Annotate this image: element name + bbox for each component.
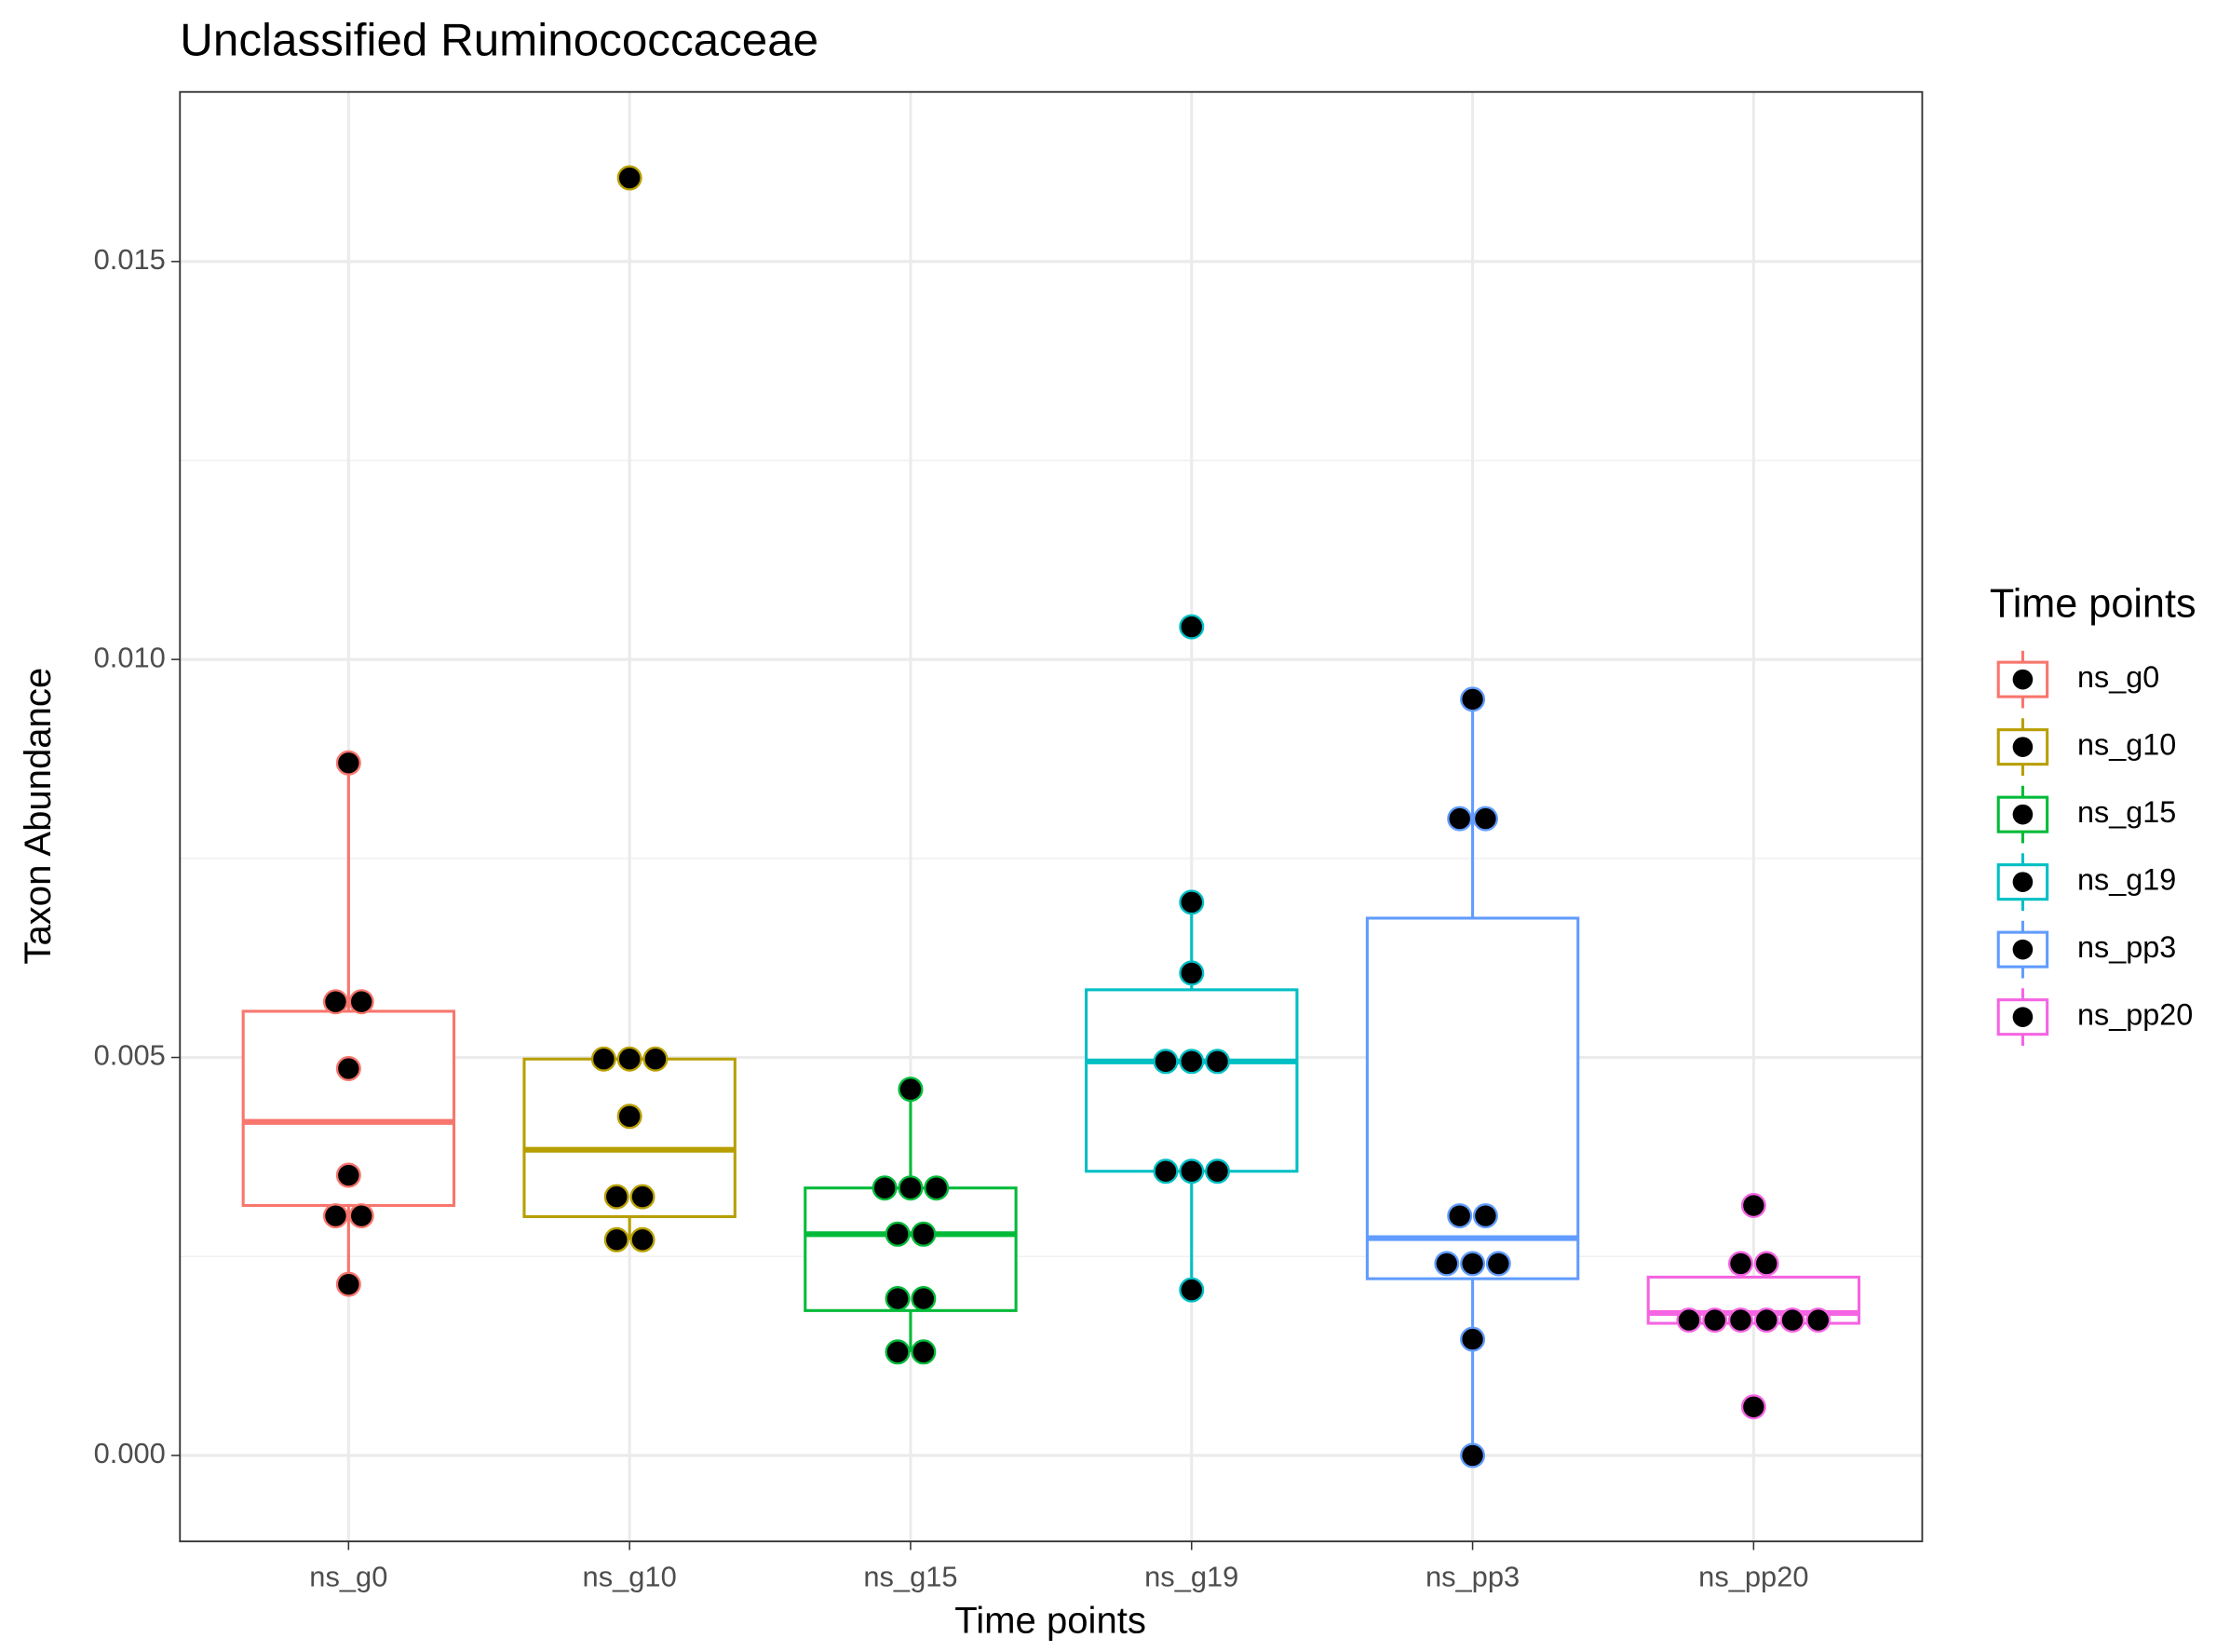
point xyxy=(1485,1251,1511,1277)
point xyxy=(1753,1251,1779,1277)
point xyxy=(898,1077,924,1103)
point xyxy=(335,1162,361,1188)
legend-title: Time points xyxy=(1990,581,2196,626)
point xyxy=(1676,1307,1702,1334)
point xyxy=(642,1046,669,1072)
point xyxy=(1472,806,1498,832)
legend-key-point xyxy=(2012,737,2034,757)
point xyxy=(322,1203,348,1229)
point xyxy=(1434,1251,1460,1277)
point xyxy=(1179,1158,1205,1185)
point xyxy=(629,1226,655,1253)
point xyxy=(1460,686,1486,712)
point xyxy=(629,1184,655,1210)
legend-label: ns_g0 xyxy=(2077,660,2159,694)
legend-label: ns_pp3 xyxy=(2077,930,2176,964)
legend-key-point xyxy=(2012,872,2034,892)
point xyxy=(1460,1326,1486,1352)
point xyxy=(616,1046,642,1072)
point xyxy=(1779,1307,1805,1334)
legend-key-box xyxy=(1996,998,2049,1036)
point xyxy=(872,1175,898,1201)
legend-label: ns_g10 xyxy=(2077,728,2176,762)
y-tick-label: 0.000 xyxy=(94,1437,166,1469)
y-axis-label: Taxon Abundance xyxy=(18,668,59,965)
box xyxy=(804,1186,1018,1312)
point xyxy=(1153,1049,1179,1075)
point xyxy=(1805,1307,1831,1334)
point xyxy=(1179,614,1205,640)
y-tick-label: 0.010 xyxy=(94,641,166,673)
y-tick-label: 0.015 xyxy=(94,243,166,276)
x-tick-label: ns_g0 xyxy=(309,1560,387,1592)
point xyxy=(590,1046,616,1072)
point xyxy=(616,1104,642,1130)
point xyxy=(924,1175,950,1201)
point xyxy=(911,1286,937,1312)
point xyxy=(1472,1203,1498,1229)
legend-label: ns_g15 xyxy=(2077,795,2176,829)
x-tick-label: ns_g10 xyxy=(583,1560,677,1592)
point xyxy=(1179,1049,1205,1075)
legend-key-point xyxy=(2012,939,2034,960)
point xyxy=(885,1339,911,1365)
point xyxy=(1460,1442,1486,1469)
point xyxy=(1727,1251,1753,1277)
point xyxy=(1702,1307,1728,1334)
point xyxy=(1740,1394,1766,1420)
point xyxy=(348,1203,374,1229)
x-tick-label: ns_pp3 xyxy=(1426,1560,1520,1592)
x-axis-label: Time points xyxy=(954,1601,1146,1642)
point xyxy=(1205,1049,1231,1075)
x-tick-label: ns_g19 xyxy=(1144,1560,1238,1592)
point xyxy=(1753,1307,1779,1334)
legend-key-point xyxy=(2012,669,2034,690)
point xyxy=(1447,1203,1473,1229)
legend-key-point xyxy=(2012,1007,2034,1027)
x-tick-label: ns_pp20 xyxy=(1698,1560,1808,1592)
point xyxy=(335,1056,361,1081)
point xyxy=(1179,889,1205,915)
box xyxy=(522,1057,737,1219)
point xyxy=(1740,1193,1766,1219)
point xyxy=(911,1221,937,1247)
x-tick-label: ns_g15 xyxy=(863,1560,957,1592)
point xyxy=(911,1339,937,1365)
point xyxy=(1727,1307,1753,1334)
legend-key-point xyxy=(2012,804,2034,825)
point xyxy=(1447,806,1473,832)
point xyxy=(885,1286,911,1312)
panel xyxy=(180,91,1923,1542)
point xyxy=(603,1226,629,1253)
point xyxy=(616,165,642,191)
point xyxy=(898,1175,924,1201)
point xyxy=(603,1184,629,1210)
y-tick-label: 0.005 xyxy=(94,1039,166,1072)
point xyxy=(335,750,361,776)
point xyxy=(1153,1158,1179,1185)
point xyxy=(1205,1158,1231,1185)
box xyxy=(1085,988,1299,1173)
point xyxy=(322,989,348,1015)
panel-border xyxy=(179,90,1924,1543)
point xyxy=(885,1221,911,1247)
point xyxy=(335,1271,361,1297)
point xyxy=(1179,1277,1205,1303)
chart-title: Unclassified Ruminococcaceae xyxy=(180,14,818,65)
legend-label: ns_pp20 xyxy=(2077,998,2193,1032)
point xyxy=(1460,1251,1486,1277)
point xyxy=(348,989,374,1015)
point xyxy=(1179,960,1205,986)
legend-label: ns_g19 xyxy=(2077,863,2176,897)
box xyxy=(1365,916,1580,1280)
